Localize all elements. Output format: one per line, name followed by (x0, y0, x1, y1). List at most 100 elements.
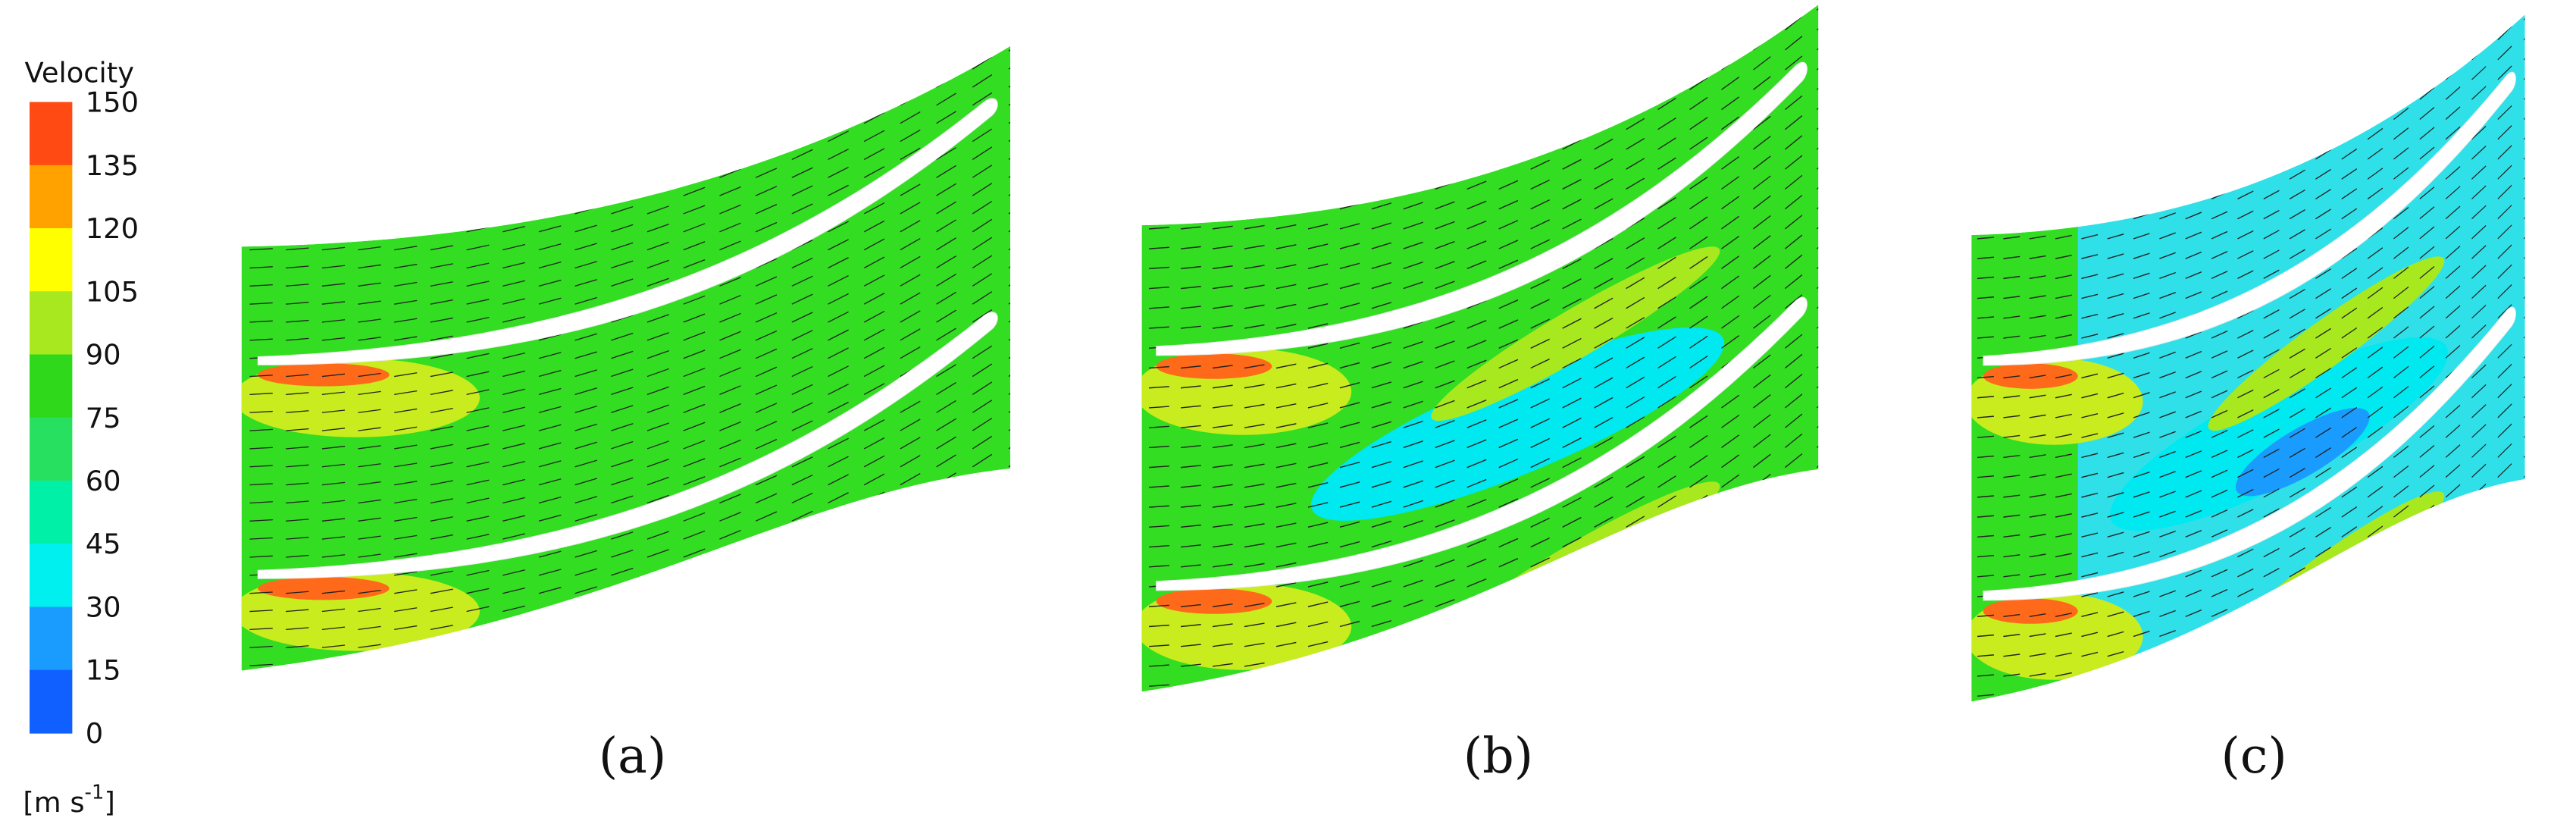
velocity-vector (1657, 674, 1676, 687)
velocity-vector (502, 352, 525, 359)
velocity-vector (2393, 246, 2409, 259)
velocity-vector (1307, 104, 1329, 111)
velocity-vector (1275, 383, 1297, 389)
velocity-vector (1339, 342, 1360, 349)
velocity-vector (2159, 92, 2176, 100)
velocity-vector (2523, 581, 2525, 597)
velocity-vector (1339, 143, 1360, 150)
velocity-vector (2445, 583, 2461, 597)
velocity-vector (936, 436, 956, 450)
velocity-vector (2523, 164, 2525, 180)
velocity-vector (394, 299, 418, 305)
velocity-vector (1244, 543, 1265, 548)
velocity-vector (1626, 575, 1645, 588)
velocity-vector (2133, 550, 2150, 558)
velocity-vector (646, 61, 669, 70)
velocity-vector (1977, 495, 1994, 498)
velocity-vector (1466, 320, 1487, 329)
velocity-vector (1689, 296, 1708, 309)
velocity-vector (2393, 206, 2409, 220)
velocity-vector (936, 418, 956, 431)
velocity-vector (863, 58, 885, 70)
velocity-vector (2055, 155, 2072, 160)
velocity-vector (1721, 77, 1739, 90)
velocity-vector (1149, 266, 1169, 270)
velocity-vector (2263, 627, 2280, 638)
velocity-vector (1689, 335, 1708, 349)
velocity-vector (611, 459, 634, 468)
velocity-vector (466, 443, 490, 450)
velocity-vector (2263, 30, 2280, 41)
velocity-vector (2029, 474, 2046, 478)
velocity-vector (2289, 686, 2305, 697)
velocity-vector (1181, 465, 1201, 469)
velocity-vector (2497, 462, 2512, 478)
velocity-vector (646, 422, 669, 431)
velocity-vector (719, 421, 741, 431)
velocity-vector (321, 626, 346, 631)
velocity-vector (2185, 231, 2202, 240)
velocity-vector (1181, 166, 1201, 170)
velocity-vector (1530, 517, 1550, 528)
velocity-vector (1181, 325, 1201, 329)
velocity-vector (2081, 194, 2099, 200)
velocity-vector (2211, 52, 2228, 61)
velocity-vector (2211, 32, 2228, 41)
velocity-vector (2393, 644, 2409, 657)
velocity-vector (466, 45, 490, 52)
velocity-vector (502, 660, 525, 666)
velocity-vector (2523, 681, 2525, 697)
velocity-vector (2523, 14, 2525, 20)
velocity-vector (502, 208, 525, 215)
velocity-vector (321, 283, 346, 287)
velocity-vector (1339, 382, 1360, 389)
velocity-vector (249, 628, 273, 631)
velocity-vector (936, 56, 956, 70)
velocity-vector (1689, 315, 1708, 329)
velocity-vector (683, 78, 706, 88)
velocity-vector (2003, 176, 2020, 180)
blade (1156, 61, 1808, 356)
velocity-vector (2341, 307, 2357, 319)
velocity-vector (1562, 437, 1582, 449)
velocity-vector (1562, 516, 1582, 528)
velocity-vector (2029, 196, 2046, 200)
velocity-vector (358, 192, 381, 196)
velocity-vector (719, 312, 741, 323)
velocity-vector (863, 274, 885, 287)
velocity-vector (2133, 252, 2150, 259)
velocity-vector (972, 453, 993, 468)
velocity-vector (1403, 202, 1423, 210)
velocity-vector (972, 309, 993, 323)
velocity-vector (1371, 222, 1391, 230)
velocity-vector (1817, 532, 1819, 548)
velocity-vector (1817, 433, 1819, 449)
velocity-vector (2367, 664, 2384, 677)
velocity-vector (1435, 440, 1455, 449)
velocity-vector (2471, 165, 2487, 180)
velocity-vector (1181, 47, 1201, 51)
velocity-vector (1785, 254, 1803, 269)
velocity-vector (1977, 396, 1994, 399)
velocity-vector (1371, 24, 1391, 31)
velocity-vector (2081, 95, 2099, 100)
velocity-vector (719, 168, 741, 178)
velocity-vector (791, 330, 813, 341)
velocity-vector (1275, 403, 1297, 409)
velocity-vector (1403, 679, 1423, 687)
velocity-vector (1008, 544, 1011, 558)
velocity-vector (249, 519, 273, 522)
velocity-vector (755, 366, 778, 378)
velocity-vector (2419, 663, 2435, 677)
velocity-vector (2471, 563, 2487, 578)
velocity-vector (2341, 268, 2357, 280)
velocity-vector (2003, 514, 2020, 518)
velocity-vector (466, 407, 490, 413)
velocity-vector (1594, 138, 1614, 150)
velocity-vector (358, 120, 381, 124)
colorbar-tick-label: 135 (86, 149, 139, 182)
velocity-vector (249, 49, 273, 52)
velocity-vector (1371, 202, 1391, 210)
velocity-vector (1307, 64, 1329, 71)
velocity-vector (1435, 678, 1455, 687)
